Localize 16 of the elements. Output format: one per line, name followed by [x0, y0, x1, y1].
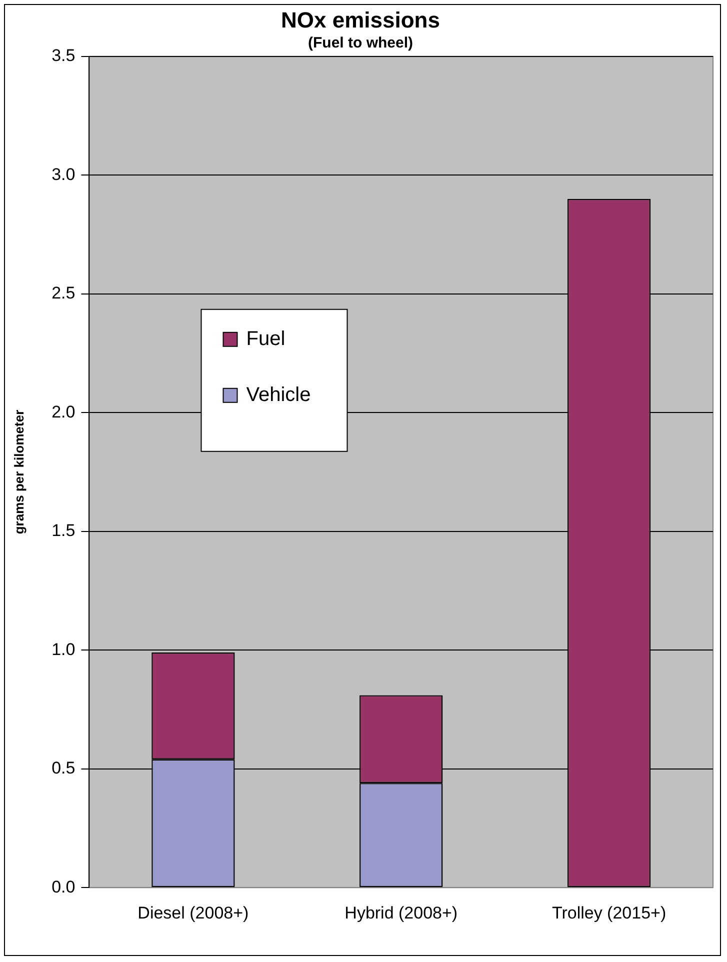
- y-axis-title: grams per kilometer: [11, 410, 26, 534]
- x-tick-label: Diesel (2008+): [138, 903, 249, 922]
- x-tick-label: Hybrid (2008+): [344, 903, 458, 922]
- x-tick-label: Trolley (2015+): [552, 903, 666, 922]
- chart-subtitle: (Fuel to wheel): [308, 34, 414, 52]
- y-tick-label: 2.5: [52, 284, 76, 303]
- y-tick-label: 1.0: [52, 640, 76, 659]
- legend-label: Fuel: [246, 328, 286, 350]
- y-tick-label: 0.5: [52, 758, 76, 778]
- chart-title: NOx emissions: [281, 7, 440, 32]
- y-tick-label: 3.5: [52, 46, 76, 66]
- y-tick-label: 3.0: [52, 164, 76, 184]
- legend-label: Vehicle: [246, 384, 311, 406]
- y-tick-label: 1.5: [52, 521, 76, 540]
- y-tick-label: 0.0: [52, 877, 76, 896]
- y-tick-label: 2.0: [52, 402, 76, 422]
